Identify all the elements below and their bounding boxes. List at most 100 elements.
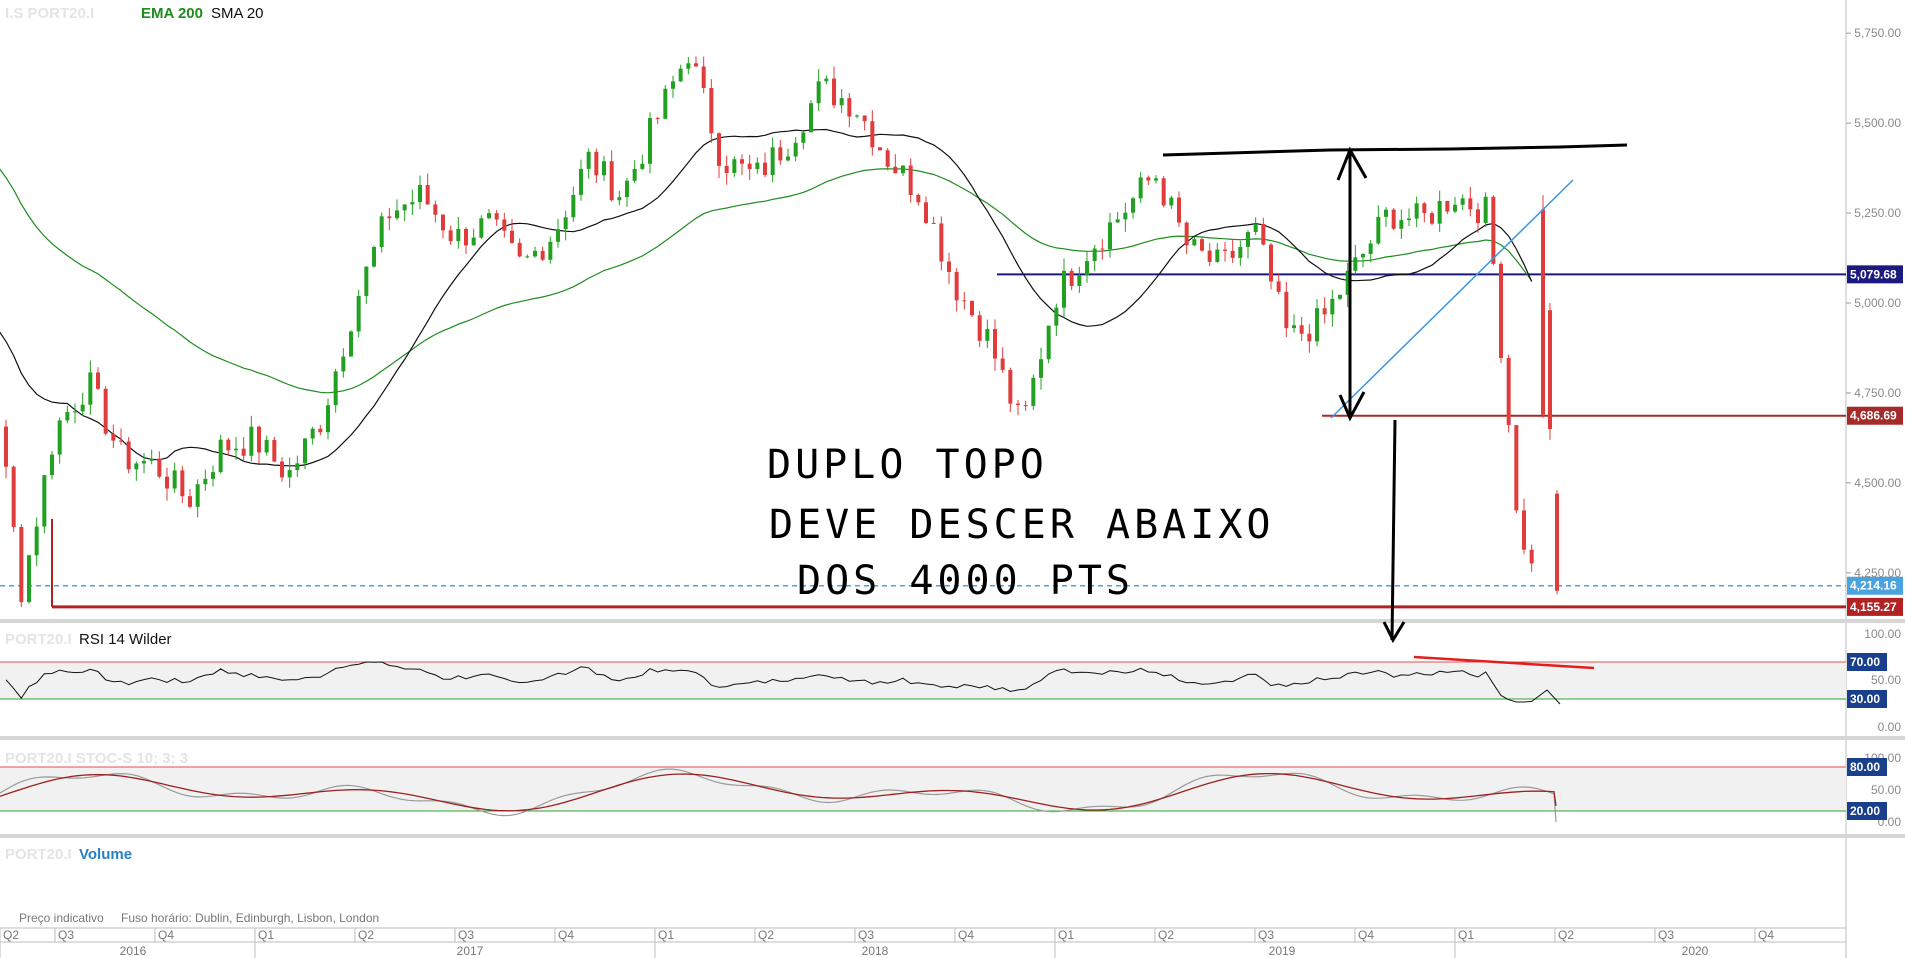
candle[interactable] (310, 426, 315, 445)
candle[interactable] (701, 56, 706, 94)
candle[interactable] (548, 236, 553, 264)
candle[interactable] (724, 155, 729, 185)
candle[interactable] (1555, 490, 1559, 595)
candle[interactable] (1399, 209, 1404, 239)
candle[interactable] (234, 437, 238, 460)
candle[interactable] (180, 466, 185, 504)
candle[interactable] (295, 455, 300, 477)
candle[interactable] (42, 474, 47, 534)
candle[interactable] (103, 386, 108, 436)
candle[interactable] (1445, 200, 1450, 215)
candle[interactable] (602, 155, 606, 182)
candle[interactable] (326, 398, 330, 440)
candle[interactable] (1077, 266, 1082, 293)
candle[interactable] (1169, 195, 1174, 209)
candle[interactable] (1039, 347, 1043, 390)
candle[interactable] (272, 436, 277, 463)
candle[interactable] (801, 131, 806, 150)
ema-legend[interactable]: EMA 200 (141, 5, 203, 22)
candle[interactable] (1315, 299, 1319, 347)
candle[interactable] (1085, 250, 1089, 283)
candle[interactable] (1548, 303, 1552, 440)
candle[interactable] (847, 93, 852, 128)
candle[interactable] (218, 434, 223, 474)
candle[interactable] (195, 479, 200, 518)
candle[interactable] (648, 112, 652, 174)
candle[interactable] (717, 132, 721, 179)
candle[interactable] (149, 449, 154, 465)
candle[interactable] (441, 213, 445, 239)
candle[interactable] (494, 209, 499, 226)
candle[interactable] (525, 254, 530, 259)
candle[interactable] (1154, 175, 1158, 184)
candle[interactable] (73, 403, 77, 424)
candle[interactable] (1276, 273, 1281, 295)
candle[interactable] (1223, 241, 1227, 262)
candle[interactable] (839, 89, 844, 114)
candle[interactable] (571, 186, 576, 222)
candle[interactable] (763, 152, 767, 178)
candle[interactable] (709, 79, 714, 143)
candle[interactable] (586, 148, 591, 179)
candle[interactable] (502, 212, 507, 238)
candle[interactable] (1541, 195, 1545, 419)
candle[interactable] (425, 173, 430, 205)
candle[interactable] (1391, 207, 1396, 231)
candle[interactable] (862, 115, 867, 131)
candle[interactable] (487, 209, 491, 219)
candle[interactable] (479, 215, 484, 240)
candle[interactable] (1499, 261, 1503, 364)
candle[interactable] (832, 66, 836, 109)
candle[interactable] (1200, 237, 1204, 252)
candle[interactable] (1008, 367, 1013, 413)
candle[interactable] (1062, 258, 1066, 318)
candle[interactable] (556, 218, 560, 248)
candle[interactable] (1031, 374, 1036, 410)
candle[interactable] (617, 190, 622, 206)
candle[interactable] (456, 216, 461, 249)
candle[interactable] (1522, 498, 1526, 555)
candle[interactable] (464, 227, 468, 255)
candle[interactable] (1192, 236, 1197, 247)
candle[interactable] (1108, 212, 1112, 258)
candle[interactable] (1430, 211, 1434, 226)
candle[interactable] (1483, 192, 1488, 227)
candle[interactable] (4, 419, 8, 479)
candle[interactable] (134, 461, 139, 481)
candle[interactable] (663, 85, 668, 119)
candle[interactable] (1292, 314, 1296, 333)
candle[interactable] (870, 110, 875, 156)
candle[interactable] (1514, 425, 1519, 514)
candle[interactable] (119, 428, 123, 445)
candle[interactable] (1330, 289, 1335, 327)
candle[interactable] (1131, 196, 1135, 219)
candle[interactable] (1177, 191, 1181, 227)
candle[interactable] (211, 465, 215, 487)
candle[interactable] (970, 300, 974, 317)
candle[interactable] (1016, 399, 1020, 416)
candle[interactable] (893, 154, 898, 174)
candle[interactable] (1506, 354, 1511, 433)
candle[interactable] (824, 75, 829, 85)
candle[interactable] (678, 64, 683, 82)
candle[interactable] (1460, 194, 1465, 211)
candle[interactable] (962, 291, 967, 310)
sma-legend[interactable]: SMA 20 (211, 5, 264, 22)
candle[interactable] (1230, 238, 1235, 263)
candle[interactable] (96, 367, 100, 390)
candle[interactable] (1476, 202, 1480, 233)
candle[interactable] (1437, 190, 1442, 233)
candle[interactable] (732, 156, 737, 177)
candle[interactable] (1453, 196, 1457, 214)
candle[interactable] (1368, 239, 1373, 263)
candle[interactable] (901, 165, 905, 177)
candle[interactable] (142, 453, 146, 474)
candle[interactable] (947, 252, 951, 284)
candle[interactable] (1023, 400, 1028, 411)
candle[interactable] (855, 114, 859, 119)
candle[interactable] (395, 199, 399, 221)
candle[interactable] (1269, 243, 1273, 290)
candle[interactable] (1261, 217, 1266, 246)
candle[interactable] (257, 425, 261, 464)
candle[interactable] (778, 139, 783, 165)
